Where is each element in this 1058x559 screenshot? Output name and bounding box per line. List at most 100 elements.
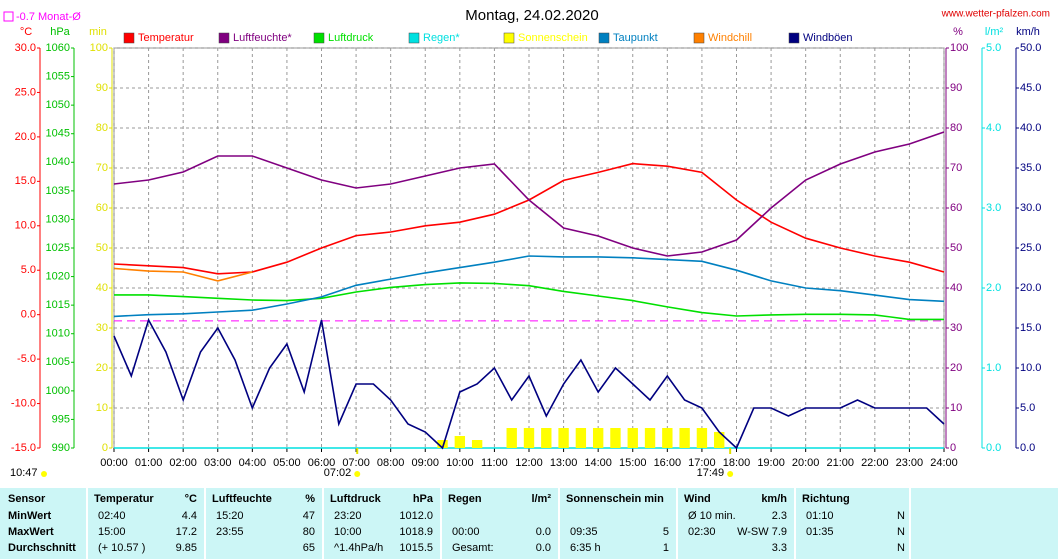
y-tick-label: 10.0 xyxy=(1020,362,1041,374)
y-tick-label: 1055 xyxy=(46,70,70,82)
x-tick-label: 10:00 xyxy=(446,457,474,469)
table-header-cell: Luftdruck xyxy=(330,493,382,505)
y-tick-label: 1025 xyxy=(46,242,70,254)
y-tick-label: 990 xyxy=(52,442,70,454)
table-cell: 4.4 xyxy=(182,510,197,522)
y-tick-label: 100 xyxy=(950,42,968,54)
table-cell: N xyxy=(897,526,905,538)
table-header-cell: Luftfeuchte xyxy=(212,493,272,505)
table-cell: 3.3 xyxy=(772,542,787,554)
x-tick-label: 07:00 xyxy=(342,457,370,469)
table-cell: W-SW 7.9 xyxy=(737,526,787,538)
y-tick-label: 1035 xyxy=(46,185,70,197)
x-tick-label: 01:00 xyxy=(135,457,163,469)
table-cell: 02:40 xyxy=(98,510,126,522)
sunshine-bar xyxy=(575,428,587,448)
y-tick-label: 20 xyxy=(96,362,108,374)
sunshine-bar xyxy=(696,428,708,448)
table-row-label: Durchschnitt xyxy=(8,542,76,554)
y-tick-label: 20 xyxy=(950,362,962,374)
y-tick-label: 15.0 xyxy=(15,175,36,187)
y-tick-label: 50 xyxy=(950,242,962,254)
sunshine-bar xyxy=(506,428,517,448)
table-cell: 23:55 xyxy=(216,526,244,538)
sunshine-bar xyxy=(454,436,466,448)
sunset-label: 17:49 xyxy=(697,467,725,479)
y-tick-label: -10.0 xyxy=(11,397,36,409)
y-tick-label: 90 xyxy=(96,82,108,94)
y-tick-label: 10.0 xyxy=(15,220,36,232)
table-cell: 02:30 xyxy=(688,526,716,538)
x-tick-label: 13:00 xyxy=(550,457,578,469)
table-cell: 23:20 xyxy=(334,510,362,522)
y-tick-label: 0.0 xyxy=(1020,442,1035,454)
y-tick-label: 0 xyxy=(950,442,956,454)
y-tick-label: 1010 xyxy=(46,328,70,340)
y-tick-label: 10 xyxy=(950,402,962,414)
table-header-cell: Sensor xyxy=(8,493,46,505)
y-tick-label: 50 xyxy=(96,242,108,254)
table-row-label: MaxWert xyxy=(8,526,54,538)
table-cell: Ø 10 min. xyxy=(688,510,736,522)
table-cell: Gesamt: xyxy=(452,542,494,554)
sunshine-bar xyxy=(644,428,656,448)
table-cell: N xyxy=(897,542,905,554)
legend-label: Temperatur xyxy=(138,32,194,44)
x-tick-label: 11:00 xyxy=(481,457,508,469)
x-tick-label: 12:00 xyxy=(515,457,543,469)
source: www.wetter-pfalzen.com xyxy=(941,9,1050,20)
x-tick-label: 19:00 xyxy=(757,457,785,469)
sunshine-bar xyxy=(437,440,448,448)
legend-label: Windchill xyxy=(708,32,752,44)
axis-unit: hPa xyxy=(50,26,70,38)
series-line xyxy=(113,255,945,318)
table-row-label: MinWert xyxy=(8,510,52,522)
y-tick-label: 3.0 xyxy=(986,202,1001,214)
y-tick-label: 50.0 xyxy=(1020,42,1041,54)
y-tick-label: 80 xyxy=(96,122,108,134)
y-tick-label: 0 xyxy=(102,442,108,454)
table-header-unit: l/m² xyxy=(531,493,551,505)
table-cell: 1018.9 xyxy=(399,526,433,538)
legend-label: Sonnenschein xyxy=(518,32,588,44)
y-tick-label: 20.0 xyxy=(15,131,36,143)
x-tick-label: 24:00 xyxy=(930,457,958,469)
y-tick-label: 1.0 xyxy=(986,362,1001,374)
table-cell: ^1.4hPa/h xyxy=(334,542,383,554)
y-tick-label: 1045 xyxy=(46,128,70,140)
monthly-average-key xyxy=(3,11,14,22)
table-cell: 00:00 xyxy=(452,526,480,538)
y-tick-label: 30.0 xyxy=(1020,202,1041,214)
y-tick-label: 15.0 xyxy=(1020,322,1041,334)
series-line xyxy=(113,317,945,450)
table-header-cell: Richtung xyxy=(802,493,850,505)
table-cell: 15:20 xyxy=(216,510,244,522)
table-background xyxy=(0,487,1058,559)
y-tick-label: 0.0 xyxy=(21,309,36,321)
legend-label: Windböen xyxy=(803,32,853,44)
table-header-unit: hPa xyxy=(413,493,434,505)
y-tick-label: 1060 xyxy=(46,42,70,54)
table-cell: 80 xyxy=(303,526,315,538)
sunshine-bar xyxy=(679,428,690,448)
y-tick-label: 60 xyxy=(950,202,962,214)
y-tick-label: 2.0 xyxy=(986,282,1001,294)
table-header-cell: Wind xyxy=(684,493,711,505)
table-cell: 47 xyxy=(303,510,315,522)
table-cell: 09:35 xyxy=(570,526,598,538)
legend-label: Luftfeuchte* xyxy=(233,32,292,44)
sunshine-bar xyxy=(592,428,604,448)
x-tick-label: 16:00 xyxy=(654,457,682,469)
x-tick-label: 21:00 xyxy=(826,457,854,469)
y-tick-label: 20.0 xyxy=(1020,282,1041,294)
legend-label: Luftdruck xyxy=(328,32,374,44)
y-tick-label: 1000 xyxy=(46,385,70,397)
y-tick-label: 0.0 xyxy=(986,442,1001,454)
y-tick-label: 25.0 xyxy=(15,86,36,98)
table-cell: 1012.0 xyxy=(399,510,433,522)
y-tick-label: -15.0 xyxy=(11,442,36,454)
legend-key xyxy=(218,32,230,44)
y-tick-label: 995 xyxy=(52,413,70,425)
x-tick-label: 23:00 xyxy=(896,457,924,469)
y-tick-label: 40 xyxy=(96,282,108,294)
